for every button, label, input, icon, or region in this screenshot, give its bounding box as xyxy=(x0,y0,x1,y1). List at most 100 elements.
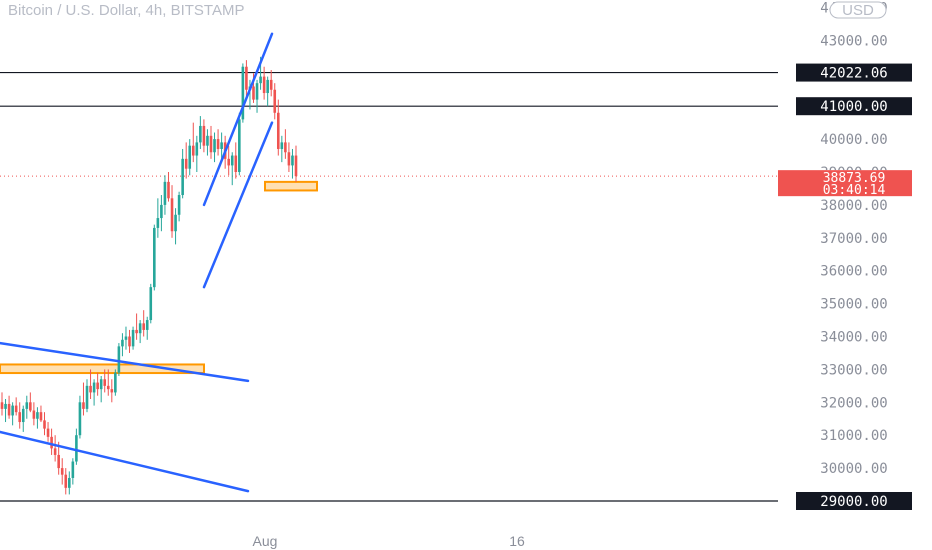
candle-body xyxy=(252,86,255,100)
candle xyxy=(153,224,156,291)
candle xyxy=(230,152,234,186)
candle-body xyxy=(4,403,7,409)
candle-body xyxy=(99,379,103,390)
candle-body xyxy=(287,152,291,166)
candle xyxy=(269,70,273,97)
candle-body xyxy=(284,142,287,153)
candle xyxy=(14,397,18,416)
candle xyxy=(227,145,230,176)
candle-body xyxy=(227,158,230,166)
candle xyxy=(96,372,99,396)
chart-title: Bitcoin / U.S. Dollar, 4h, BITSTAMP xyxy=(8,2,244,19)
candle-body xyxy=(273,89,277,113)
time-tick-label: Aug xyxy=(253,533,278,549)
candle-body xyxy=(75,435,78,462)
candle-body xyxy=(245,66,248,90)
price-tick-label: 36000.00 xyxy=(820,264,887,280)
candle-body xyxy=(234,155,238,172)
horizontal-line-price: 42022.06 xyxy=(820,66,887,82)
candle xyxy=(287,142,291,172)
price-tick-label: 31000.00 xyxy=(820,428,887,444)
support-zone-1[interactable] xyxy=(264,180,318,192)
candle-body xyxy=(29,402,32,411)
candle-body xyxy=(206,135,209,146)
candle-body xyxy=(25,402,29,409)
candle xyxy=(0,392,4,416)
candle-body xyxy=(7,403,11,416)
candle-body xyxy=(188,145,192,169)
candle xyxy=(255,79,259,113)
candle xyxy=(68,471,71,495)
candle xyxy=(11,402,14,426)
zones[interactable] xyxy=(0,180,318,375)
candle xyxy=(131,326,135,350)
candle-body xyxy=(135,329,138,334)
candle xyxy=(238,112,241,176)
candle xyxy=(114,369,117,396)
candle-body xyxy=(60,468,64,475)
price-tick-label: 32000.00 xyxy=(820,395,887,411)
candle xyxy=(266,76,269,107)
candle xyxy=(124,326,128,350)
horizontal-line-price: 29000.00 xyxy=(820,494,887,510)
candle xyxy=(291,148,294,179)
candle xyxy=(135,313,138,340)
candle xyxy=(46,422,50,442)
candle-body xyxy=(262,76,266,94)
candle-body xyxy=(156,218,160,228)
channel-line-0[interactable] xyxy=(0,341,250,383)
price-tick-label: 37000.00 xyxy=(820,231,887,247)
channel-line-2[interactable] xyxy=(202,32,274,207)
candle xyxy=(50,428,53,455)
support-zone-0[interactable] xyxy=(0,363,205,375)
candle xyxy=(276,99,280,156)
candle-body xyxy=(142,323,145,330)
candle-body xyxy=(114,372,117,393)
candle-body xyxy=(241,66,245,120)
candle-body xyxy=(68,477,71,488)
candle-body xyxy=(110,389,114,393)
candle-body xyxy=(121,339,124,347)
candle-body xyxy=(276,112,280,149)
channel-line-3[interactable] xyxy=(202,121,274,289)
candle xyxy=(71,458,75,485)
currency-label: USD xyxy=(842,2,874,19)
candle xyxy=(177,191,181,222)
candle-body xyxy=(259,76,262,84)
horizontal-line-price: 41000.00 xyxy=(820,99,887,115)
candle xyxy=(75,428,78,465)
candle xyxy=(234,142,238,179)
candle xyxy=(53,435,57,462)
candle xyxy=(206,129,209,156)
horizontal-line-labels: 42022.06 41000.00 29000.00 xyxy=(778,63,912,510)
candle xyxy=(241,63,245,123)
price-tick-label: 43000.00 xyxy=(820,33,887,49)
candle-body xyxy=(230,155,234,166)
candle xyxy=(145,316,149,340)
candle xyxy=(149,283,153,324)
currency-badge[interactable]: USD xyxy=(829,1,887,19)
candle-body xyxy=(199,125,202,143)
candle xyxy=(99,375,103,403)
channel-line-1[interactable] xyxy=(0,430,250,493)
candle xyxy=(142,310,145,337)
candle-body xyxy=(181,158,184,196)
candle-body xyxy=(85,385,89,409)
candle-body xyxy=(57,454,60,469)
candle xyxy=(280,135,284,163)
candle xyxy=(85,379,89,413)
candle xyxy=(284,129,287,159)
candle xyxy=(199,116,202,149)
horizontal-lines[interactable] xyxy=(0,71,778,502)
candle-body xyxy=(167,181,170,199)
candle xyxy=(32,402,36,426)
time-axis[interactable]: Aug 16 xyxy=(253,533,525,549)
candle xyxy=(245,60,248,97)
candle-body xyxy=(39,412,43,421)
candle-body xyxy=(124,336,128,340)
candle-body xyxy=(184,158,188,169)
channel-lines[interactable] xyxy=(0,32,274,493)
candle-body xyxy=(131,329,135,347)
